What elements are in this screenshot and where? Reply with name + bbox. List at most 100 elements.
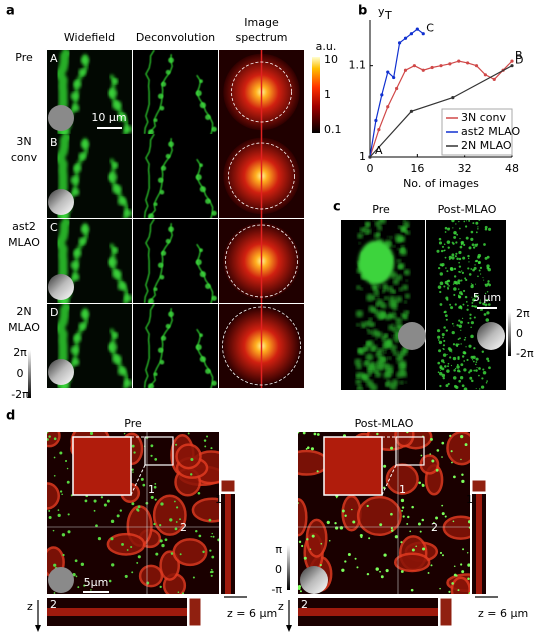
point — [368, 155, 372, 159]
puncta — [404, 381, 407, 384]
puncta — [471, 301, 474, 304]
puncta — [368, 305, 376, 313]
granule — [140, 477, 144, 481]
bouton — [159, 189, 165, 195]
section-label: 1 — [215, 493, 222, 506]
granule — [401, 509, 403, 512]
puncta — [380, 305, 383, 308]
puncta — [461, 270, 463, 272]
start-label: A — [375, 144, 383, 157]
granule — [467, 563, 470, 567]
puncta — [438, 340, 443, 345]
granule — [53, 456, 56, 459]
puncta — [453, 384, 457, 388]
granule — [62, 553, 65, 557]
phase-bar — [28, 350, 31, 398]
point — [397, 41, 402, 45]
puncta — [463, 243, 466, 246]
granule — [48, 509, 51, 512]
bouton — [205, 368, 211, 374]
puncta — [372, 220, 375, 222]
puncta — [400, 245, 405, 250]
puncta — [437, 361, 441, 365]
phase-disk — [48, 359, 74, 385]
granule — [121, 542, 124, 546]
granule — [206, 435, 209, 438]
granule — [303, 556, 307, 560]
y-tick-label: 1 — [359, 150, 366, 163]
bouton — [72, 358, 80, 366]
image-panel — [298, 598, 438, 626]
puncta — [465, 220, 467, 222]
puncta — [463, 360, 466, 362]
bouton — [153, 118, 158, 123]
column-header: spectrum — [235, 31, 287, 44]
bouton — [195, 174, 202, 181]
puncta — [480, 385, 485, 389]
inset — [323, 436, 383, 496]
puncta — [437, 371, 440, 374]
granule — [316, 470, 319, 473]
panel-label: d — [6, 409, 15, 424]
granule — [187, 432, 190, 435]
puncta — [460, 243, 463, 246]
granule — [435, 516, 438, 520]
puncta — [451, 331, 455, 335]
puncta — [392, 327, 397, 333]
puncta — [442, 353, 447, 357]
granule — [334, 521, 337, 525]
puncta — [470, 326, 472, 329]
granule — [52, 529, 55, 532]
granule — [451, 582, 454, 585]
bouton — [199, 186, 206, 193]
puncta — [458, 227, 461, 230]
bouton — [199, 333, 203, 338]
granule — [126, 549, 129, 551]
image-panel — [47, 598, 187, 626]
puncta — [440, 370, 442, 372]
puncta — [399, 356, 404, 360]
puncta — [466, 304, 469, 307]
puncta — [393, 350, 399, 356]
point — [430, 65, 434, 70]
puncta — [483, 243, 486, 246]
cell — [159, 550, 181, 581]
granule — [319, 563, 322, 567]
granule — [59, 451, 63, 455]
bouton — [168, 311, 174, 318]
puncta — [357, 233, 363, 239]
legend-label: 3N conv — [461, 111, 506, 124]
puncta — [477, 228, 479, 230]
phase-disk — [48, 105, 74, 131]
bouton — [195, 90, 202, 97]
puncta — [466, 358, 469, 362]
section-label: 2 — [50, 598, 57, 611]
image-panel — [133, 304, 218, 388]
phase-disk — [48, 567, 74, 593]
granule — [212, 535, 215, 538]
granule — [154, 458, 158, 461]
puncta — [454, 255, 457, 258]
dendrite — [143, 219, 155, 303]
granule — [57, 513, 61, 517]
bouton — [112, 78, 119, 85]
granule — [406, 522, 409, 525]
puncta — [477, 255, 481, 259]
puncta — [468, 220, 471, 222]
puncta — [381, 362, 390, 371]
granule — [97, 537, 102, 541]
granule — [133, 451, 136, 454]
granule — [359, 533, 363, 538]
panel-letter: B — [50, 136, 58, 149]
puncta — [445, 329, 448, 332]
granule — [467, 520, 470, 524]
granule — [142, 483, 146, 487]
puncta — [470, 284, 474, 289]
granule — [328, 539, 331, 542]
puncta — [473, 316, 476, 319]
puncta — [478, 261, 481, 265]
puncta — [465, 236, 469, 240]
granule — [202, 550, 205, 554]
inset-link — [381, 464, 397, 496]
image-panel — [341, 220, 425, 390]
